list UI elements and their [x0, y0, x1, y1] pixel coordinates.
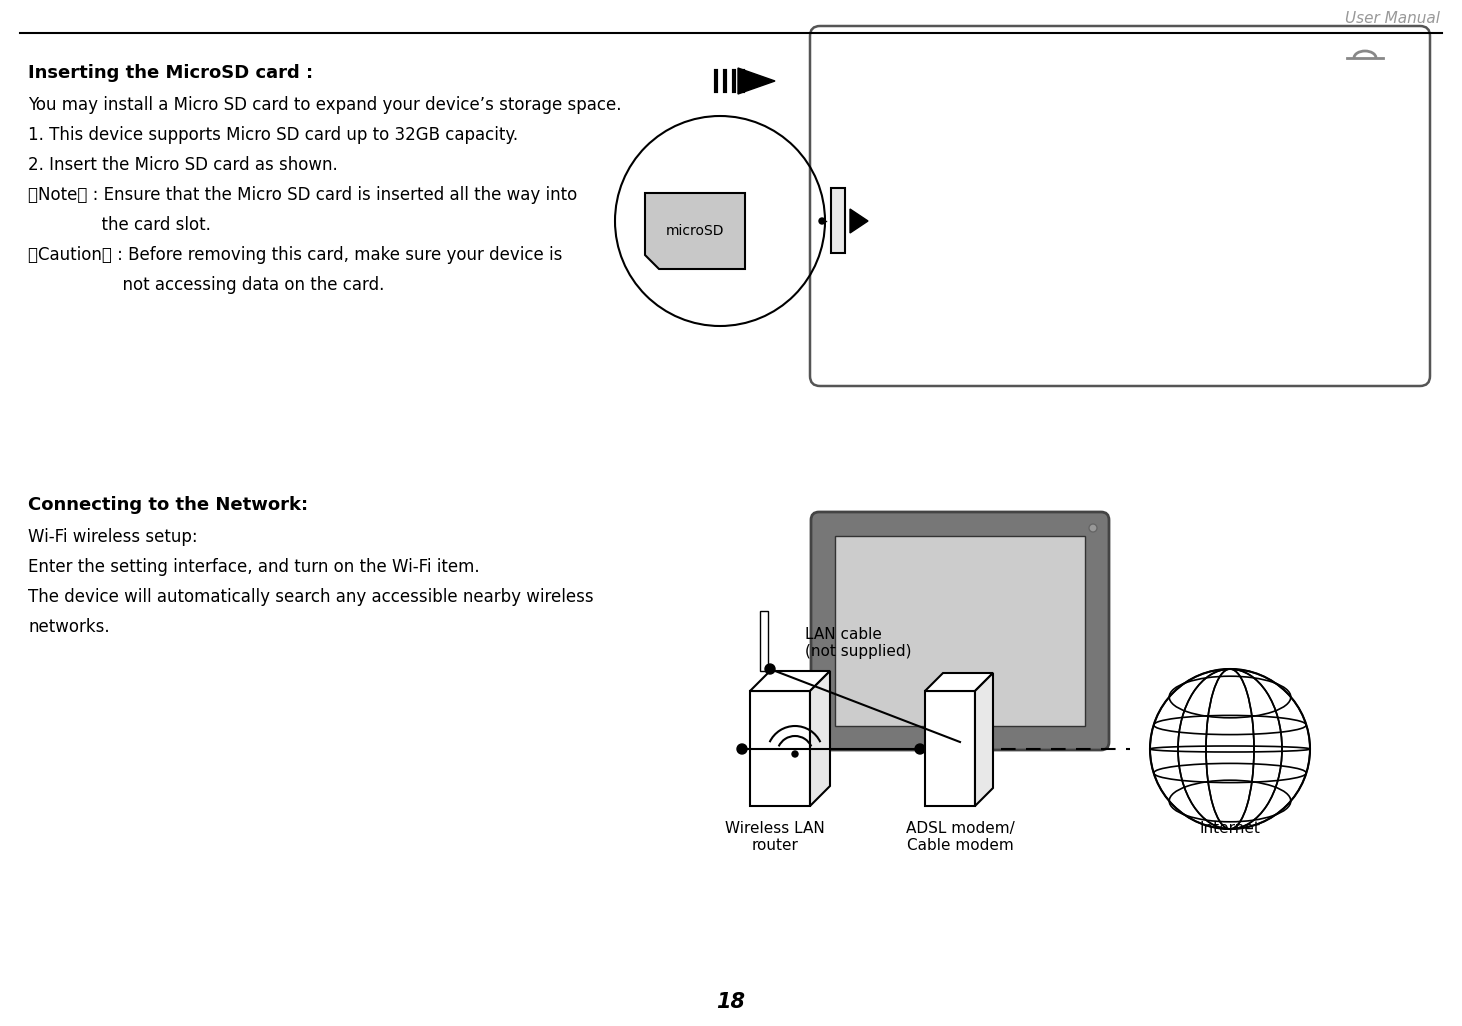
Text: Wi-Fi wireless setup:: Wi-Fi wireless setup:	[28, 528, 197, 546]
Text: ADSL modem/
Cable modem: ADSL modem/ Cable modem	[905, 821, 1015, 854]
Text: 2. Insert the Micro SD card as shown.: 2. Insert the Micro SD card as shown.	[28, 156, 338, 174]
Bar	[750, 690, 810, 806]
Text: LAN cable
(not supplied): LAN cable (not supplied)	[806, 627, 911, 659]
Text: 「Caution」 : Before removing this card, make sure your device is: 「Caution」 : Before removing this card, m…	[28, 246, 563, 264]
Bar	[925, 690, 975, 806]
Circle shape	[915, 744, 925, 754]
Circle shape	[792, 751, 798, 757]
Text: the card slot.: the card slot.	[28, 216, 211, 234]
Text: User Manual: User Manual	[1345, 11, 1440, 26]
FancyBboxPatch shape	[810, 26, 1430, 386]
Text: You may install a Micro SD card to expand your device’s storage space.: You may install a Micro SD card to expan…	[28, 96, 621, 114]
Text: 「Note」 : Ensure that the Micro SD card is inserted all the way into: 「Note」 : Ensure that the Micro SD card i…	[28, 186, 577, 204]
Polygon shape	[925, 673, 993, 690]
Text: Inserting the MicroSD card :: Inserting the MicroSD card :	[28, 64, 313, 82]
Text: Wireless LAN
router: Wireless LAN router	[725, 821, 825, 854]
Circle shape	[765, 664, 775, 674]
Bar	[830, 188, 845, 253]
Text: 18: 18	[716, 992, 746, 1012]
FancyBboxPatch shape	[811, 512, 1110, 750]
Text: Enter the setting interface, and turn on the Wi-Fi item.: Enter the setting interface, and turn on…	[28, 558, 480, 576]
Text: microSD: microSD	[665, 224, 724, 238]
Text: networks.: networks.	[28, 618, 110, 636]
Text: not accessing data on the card.: not accessing data on the card.	[28, 276, 385, 294]
Text: Internet: Internet	[1199, 821, 1260, 836]
Text: Connecting to the Network:: Connecting to the Network:	[28, 496, 308, 514]
Polygon shape	[738, 68, 775, 94]
Bar	[835, 536, 1085, 726]
Text: The device will automatically search any accessible nearby wireless: The device will automatically search any…	[28, 588, 594, 606]
Polygon shape	[849, 209, 868, 233]
Polygon shape	[810, 671, 830, 806]
Circle shape	[1089, 524, 1096, 532]
Text: 1. This device supports Micro SD card up to 32GB capacity.: 1. This device supports Micro SD card up…	[28, 126, 518, 144]
Polygon shape	[750, 671, 830, 690]
Circle shape	[819, 218, 825, 224]
Polygon shape	[975, 673, 993, 806]
Circle shape	[737, 744, 747, 754]
Bar	[760, 611, 768, 671]
Polygon shape	[645, 193, 746, 269]
